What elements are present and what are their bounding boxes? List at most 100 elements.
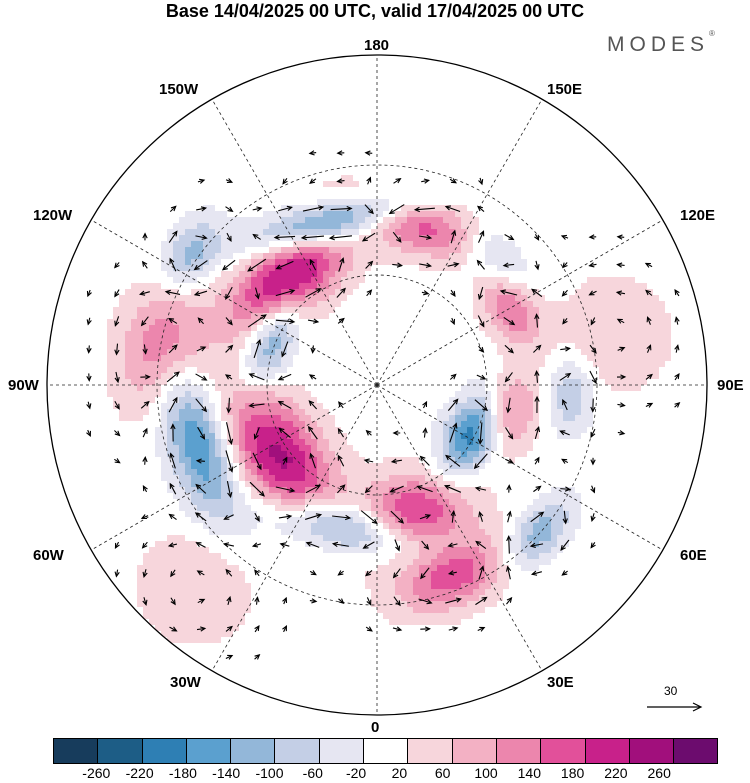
field-cell — [599, 241, 606, 248]
field-cell — [689, 295, 696, 302]
field-cell — [95, 271, 102, 278]
field-cell — [239, 265, 246, 272]
field-cell — [527, 163, 534, 170]
field-cell — [377, 295, 384, 302]
field-cell — [353, 217, 360, 224]
field-cell — [317, 241, 324, 248]
field-cell — [533, 97, 540, 104]
field-cell — [587, 385, 594, 392]
field-cell — [563, 211, 570, 218]
field-cell — [275, 193, 282, 200]
field-cell — [245, 211, 252, 218]
field-cell — [317, 229, 324, 236]
field-cell — [629, 301, 636, 308]
field-cell — [137, 289, 144, 296]
field-cell — [377, 199, 384, 206]
field-cell — [125, 379, 132, 386]
field-cell — [389, 145, 396, 152]
field-cell — [371, 205, 378, 212]
field-cell — [449, 373, 456, 380]
field-cell — [89, 319, 96, 326]
field-cell — [413, 91, 420, 98]
field-cell — [233, 325, 240, 332]
field-cell — [497, 241, 504, 248]
field-cell — [395, 247, 402, 254]
field-cell — [659, 343, 666, 350]
field-cell — [431, 91, 438, 98]
field-cell — [617, 361, 624, 368]
field-cell — [527, 193, 534, 200]
field-cell — [155, 163, 162, 170]
field-cell — [515, 181, 522, 188]
field-cell — [629, 373, 636, 380]
field-cell — [329, 97, 336, 104]
field-cell — [287, 379, 294, 386]
field-cell — [365, 193, 372, 200]
field-cell — [491, 247, 498, 254]
field-cell — [509, 277, 516, 284]
field-cell — [329, 259, 336, 266]
field-cell — [107, 379, 114, 386]
field-cell — [449, 181, 456, 188]
field-cell — [185, 319, 192, 326]
field-cell — [389, 253, 396, 260]
field-cell — [89, 307, 96, 314]
field-cell — [377, 133, 384, 140]
field-cell — [281, 361, 288, 368]
field-cell — [239, 373, 246, 380]
field-cell — [203, 343, 210, 350]
field-cell — [473, 301, 480, 308]
field-cell — [509, 265, 516, 272]
field-cell — [365, 259, 372, 266]
field-cell — [305, 259, 312, 266]
field-cell — [419, 313, 426, 320]
field-cell — [593, 319, 600, 326]
field-cell — [509, 241, 516, 248]
field-cell — [467, 361, 474, 368]
field-cell — [143, 307, 150, 314]
field-cell — [533, 337, 540, 344]
field-cell — [443, 79, 450, 86]
field-cell — [431, 337, 438, 344]
field-cell — [473, 235, 480, 242]
field-cell — [125, 193, 132, 200]
field-cell — [143, 295, 150, 302]
field-cell — [185, 301, 192, 308]
field-cell — [173, 265, 180, 272]
field-cell — [233, 121, 240, 128]
field-cell — [143, 235, 150, 242]
field-cell — [251, 163, 258, 170]
field-cell — [185, 139, 192, 146]
field-cell — [401, 157, 408, 164]
field-cell — [515, 199, 522, 206]
field-cell — [383, 205, 390, 212]
field-cell — [437, 343, 444, 350]
field-cell — [599, 145, 606, 152]
field-cell — [665, 307, 672, 314]
field-cell — [287, 199, 294, 206]
field-cell — [659, 271, 666, 278]
field-cell — [299, 139, 306, 146]
field-cell — [503, 199, 510, 206]
field-cell — [551, 307, 558, 314]
field-cell — [467, 121, 474, 128]
field-cell — [383, 307, 390, 314]
field-cell — [635, 373, 642, 380]
field-cell — [527, 361, 534, 368]
field-cell — [59, 271, 66, 278]
field-cell — [353, 73, 360, 80]
field-cell — [515, 91, 522, 98]
field-cell — [143, 187, 150, 194]
field-cell — [251, 151, 258, 158]
field-cell — [503, 355, 510, 362]
field-cell — [269, 163, 276, 170]
field-cell — [551, 109, 558, 116]
field-cell — [461, 349, 468, 356]
field-cell — [365, 157, 372, 164]
field-cell — [299, 217, 306, 224]
field-cell — [521, 337, 528, 344]
field-cell — [347, 187, 354, 194]
field-cell — [245, 385, 252, 392]
field-cell — [467, 79, 474, 86]
field-cell — [263, 319, 270, 326]
